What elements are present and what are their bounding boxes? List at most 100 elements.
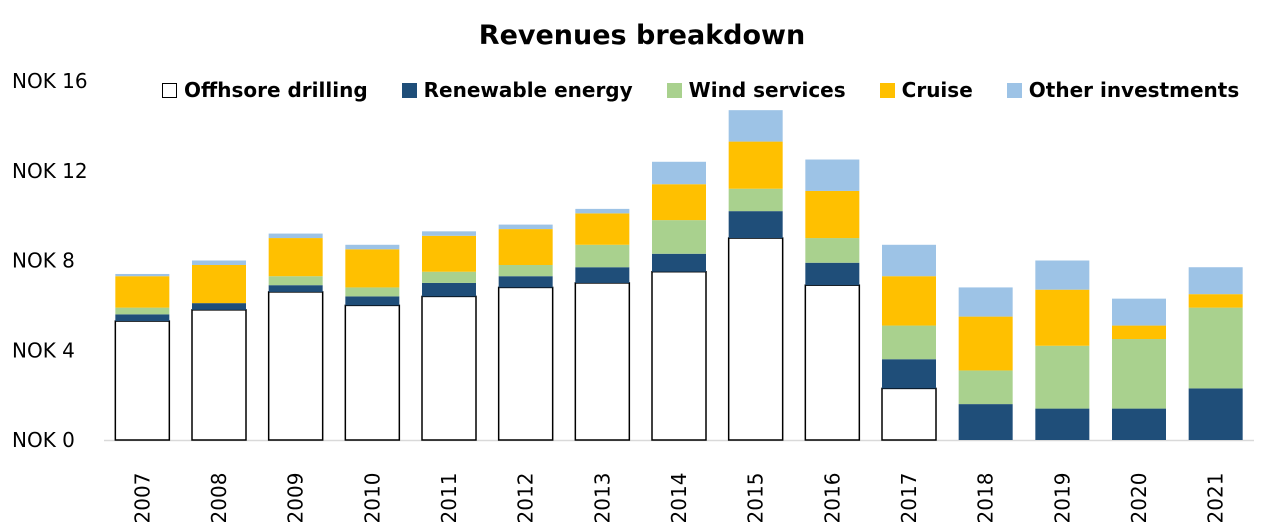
bar-segment (115, 314, 170, 322)
legend-swatch (162, 82, 177, 98)
legend-swatch (879, 82, 895, 98)
bar-segment (652, 220, 706, 254)
bar-segment (1035, 408, 1090, 440)
legend-label: Cruise (901, 78, 973, 102)
legend-label: Wind services (688, 78, 846, 102)
bar-segment (191, 309, 247, 441)
bar-segment (805, 262, 860, 286)
bar-segment (1112, 298, 1166, 326)
chart-title: Revenues breakdown (478, 20, 806, 51)
x-tick-label: 2012 (514, 473, 538, 524)
bar-segment (268, 233, 323, 239)
bar-segment (575, 208, 630, 214)
x-tick-label: 2021 (1204, 473, 1228, 524)
bar-segment (652, 161, 706, 185)
bar-segment (498, 264, 553, 277)
bar-segment (421, 295, 477, 441)
legend-swatch (401, 82, 417, 98)
x-tick-label: 2014 (667, 473, 691, 524)
bar-segment (115, 273, 170, 277)
x-tick-label: 2018 (974, 473, 998, 524)
bar-segment (958, 316, 1013, 371)
legend: Offhsore drilling Renewable energy Wind se… (162, 78, 1239, 102)
bar-segment (651, 270, 707, 441)
legend-swatch (666, 82, 682, 98)
bar-segment (497, 286, 554, 441)
legend-item: Other investments (1006, 78, 1240, 102)
bar-segment (574, 282, 631, 441)
bar-segment (728, 211, 783, 239)
bar-segment (422, 271, 476, 283)
x-tick-label: 2020 (1127, 473, 1151, 524)
legend-label: Renewable energy (423, 78, 633, 102)
bar-segment (268, 276, 323, 286)
x-tick-label: 2017 (897, 473, 921, 524)
bar-segment (345, 287, 400, 297)
bar-segment (804, 284, 861, 441)
legend-item: Wind services (666, 78, 846, 102)
bar-segment (882, 359, 936, 389)
bar-segment (267, 291, 324, 441)
bar-segment (345, 296, 400, 306)
bar-segment (882, 276, 936, 326)
bar-segment (1188, 388, 1243, 440)
bar-segment (958, 370, 1013, 405)
legend-item: Cruise (879, 78, 973, 102)
x-tick-label: 2013 (590, 473, 614, 524)
bar-segment (727, 237, 784, 441)
bar-segment (498, 276, 553, 288)
bar-segment (881, 387, 937, 441)
y-tick-label: NOK 0 (12, 428, 75, 452)
bar-segment (1035, 260, 1090, 290)
x-tick-label: 2008 (207, 473, 231, 524)
bar-segment (728, 188, 783, 212)
bar-segment (115, 276, 170, 308)
bar-segment (192, 303, 246, 310)
legend-label: Other investments (1028, 78, 1240, 102)
bar-segment (422, 235, 476, 272)
legend-item: Offhsore drilling (162, 78, 368, 102)
x-tick-label: 2015 (744, 473, 768, 524)
bar-segment (728, 141, 783, 189)
bar-segment (192, 260, 246, 265)
legend-label: Offhsore drilling (184, 78, 368, 102)
y-tick-label: NOK 8 (12, 249, 75, 273)
bar-segment (1035, 345, 1090, 409)
x-tick-label: 2019 (1050, 473, 1074, 524)
bar-segment (192, 264, 246, 304)
bar-segment (728, 110, 783, 142)
bar-segment (805, 159, 860, 191)
bar-segment (344, 304, 401, 441)
bar-segment (805, 238, 860, 263)
y-tick-label: NOK 16 (12, 69, 88, 93)
x-tick-label: 2011 (437, 473, 461, 524)
x-tick-label: 2016 (820, 473, 844, 524)
bar-segment (575, 267, 630, 283)
bar-segment (805, 190, 860, 239)
x-tick-label: 2007 (130, 473, 154, 524)
bar-segment (1188, 294, 1243, 308)
bar-segment (575, 213, 630, 245)
bar-segment (345, 249, 400, 288)
bar-segment (115, 307, 170, 315)
bar-segment (114, 320, 171, 441)
bar-segment (1035, 289, 1090, 346)
bar-segment (882, 325, 936, 360)
bar-segment (268, 238, 323, 277)
y-tick-label: NOK 4 (12, 338, 75, 362)
bar-segment (882, 244, 936, 277)
legend-item: Renewable energy (401, 78, 633, 102)
bar-segment (1188, 267, 1243, 295)
bar-segment (652, 184, 706, 221)
bar-segment (422, 231, 476, 236)
bar-segment (575, 244, 630, 268)
bar-segment (1188, 307, 1243, 389)
bar-segment (1112, 325, 1166, 340)
bar-segment (1112, 408, 1166, 440)
bar-segment (498, 229, 553, 265)
legend-swatch (1006, 82, 1022, 98)
x-tick-label: 2009 (284, 473, 308, 524)
bar-segment (498, 224, 553, 230)
bar-segment (268, 285, 323, 292)
